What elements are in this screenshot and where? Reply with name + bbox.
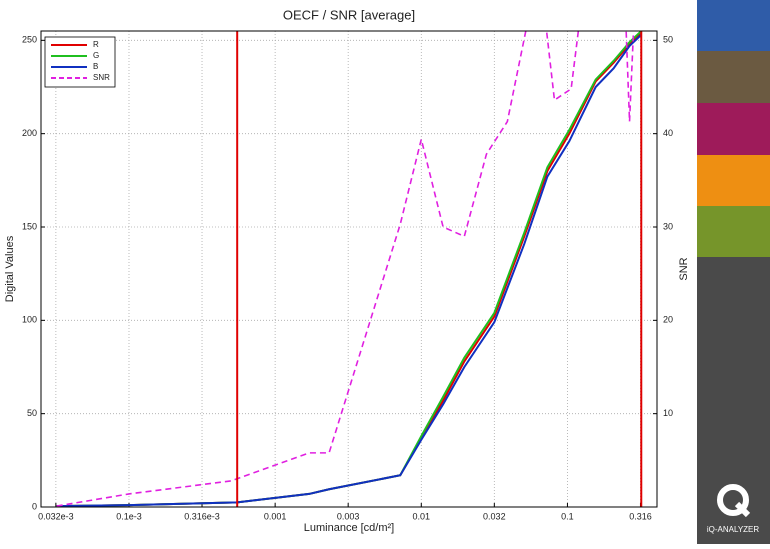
x-tick-label: 0.032e-3 [38, 511, 74, 521]
sidebar-block [697, 51, 770, 103]
chart-title: OECF / SNR [average] [283, 7, 415, 22]
series-line [56, 31, 642, 507]
x-tick-label: 0.01 [413, 511, 431, 521]
sidebar-block [697, 155, 770, 206]
y-tick-label: 150 [22, 221, 37, 231]
legend: RGB SNR [44, 36, 116, 88]
plot-frame [40, 30, 658, 508]
sidebar-block [697, 0, 770, 51]
y-tick-label: 50 [27, 408, 37, 418]
sidebar-block [697, 103, 770, 155]
y-tick-label: 100 [22, 315, 37, 325]
x-tick-label: 0.003 [337, 511, 360, 521]
sidebar-block [697, 257, 770, 544]
logo [734, 501, 751, 518]
x-tick-label: 0.1 [561, 511, 574, 521]
x-tick-label: 0.316 [629, 511, 652, 521]
y-tick-label: 200 [22, 128, 37, 138]
x-tick-label: 0.001 [264, 511, 287, 521]
y2-tick-label: 50 [663, 35, 673, 45]
legend-label: R [93, 40, 99, 49]
legend-label: SNR [93, 73, 110, 82]
sidebar-block [697, 206, 770, 257]
legend-label: G [93, 51, 99, 60]
x-axis-label: Luminance [cd/m²] [304, 522, 394, 534]
y2-tick-label: 20 [663, 315, 673, 325]
legend-label: B [93, 62, 98, 71]
x-tick-label: 0.316e-3 [184, 511, 220, 521]
y-axis-label: Digital Values [4, 235, 16, 302]
y2-tick-label: 30 [663, 221, 673, 231]
sidebar: iQ-ANALYZER [697, 0, 770, 544]
y-tick-label: 250 [22, 35, 37, 45]
logo [717, 484, 749, 516]
y2-tick-label: 10 [663, 408, 673, 418]
x-tick-label: 0.1e-3 [116, 511, 142, 521]
y-tick-label: 0 [32, 501, 37, 511]
x-tick-label: 0.032 [483, 511, 506, 521]
series-line [56, 34, 642, 507]
brand: iQ-ANALYZER [707, 525, 760, 534]
y2-tick-label: 40 [663, 128, 673, 138]
y2-axis-label: SNR [678, 257, 690, 280]
